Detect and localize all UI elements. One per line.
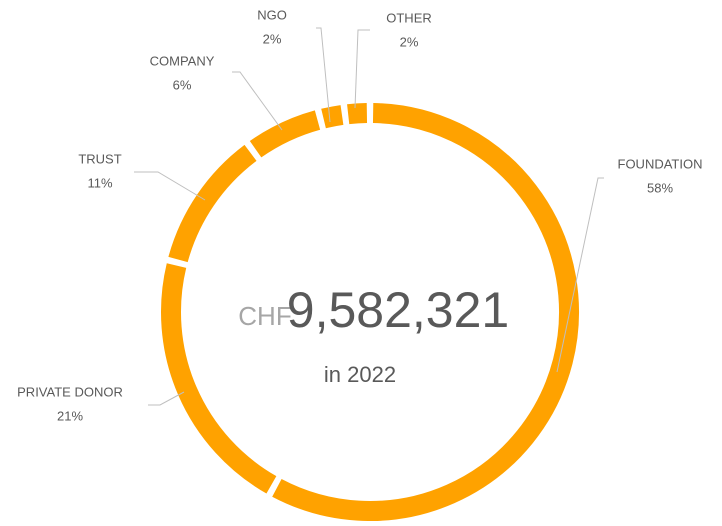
donut-segment [161, 263, 277, 494]
center-subtitle: in 2022 [324, 362, 396, 387]
value-label: 21% [57, 408, 83, 423]
labels: FOUNDATION 58% PRIVATE DONOR 21% TRUST 11% COM… [17, 7, 702, 423]
leader-line [232, 71, 283, 131]
leader-line [316, 27, 331, 123]
donut-segment [249, 110, 321, 158]
donut-segment [272, 103, 579, 521]
donut-ring [161, 103, 579, 521]
value-label: 2% [263, 31, 282, 46]
value-label: 58% [647, 180, 673, 195]
category-label: COMPANY [150, 53, 215, 68]
leader-line [134, 171, 206, 201]
category-label: FOUNDATION [618, 156, 703, 171]
donut-segment [321, 105, 344, 129]
leader-line [354, 29, 370, 109]
category-label: NGO [257, 7, 287, 22]
leader-line [148, 391, 185, 406]
leader-line [556, 177, 604, 373]
category-label: TRUST [78, 151, 121, 166]
category-label: PRIVATE DONOR [17, 384, 123, 399]
center-currency: CHF [238, 301, 291, 331]
center-amount: 9,582,321 [287, 282, 509, 338]
value-label: 11% [87, 175, 112, 190]
value-label: 6% [173, 77, 192, 92]
donut-segment [168, 144, 257, 263]
value-label: 2% [400, 34, 419, 49]
category-label: OTHER [386, 10, 432, 25]
donut-segment [347, 103, 368, 125]
